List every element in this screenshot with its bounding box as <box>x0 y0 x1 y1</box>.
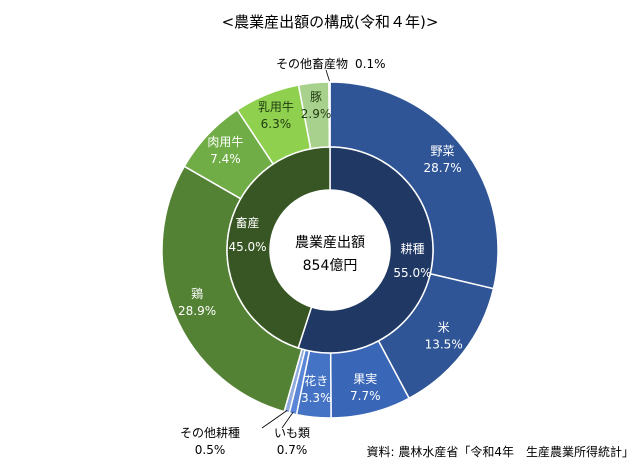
source-note: 資料: 農林水産省「令和4年 生産農業所得統計」 <box>367 444 635 459</box>
outer-label-2-value: 7.7% <box>350 389 381 403</box>
chart-title: <農業産出額の構成(令和４年)> <box>222 13 439 31</box>
outer-label-4-value: 0.7% <box>277 443 308 457</box>
outer-label-2-name: 果実 <box>353 371 377 386</box>
outer-label-7-value: 7.4% <box>210 152 241 166</box>
outer-label-9-value: 2.9% <box>301 107 332 121</box>
outer-label-0-value: 28.7% <box>423 161 461 175</box>
slice-labels: 耕種 55.0% 畜産 45.0% 野菜 28.7% 米 13.5% 果実 7.7% 花き 3.3% い… <box>178 56 463 457</box>
outer-label-8-value: 6.3% <box>261 117 292 131</box>
outer-label-5-value: 0.5% <box>195 443 226 457</box>
center-label-line2: 854億円 <box>303 258 358 274</box>
outer-label-10-value: 0.1% <box>355 57 386 71</box>
leader-lines <box>261 69 330 429</box>
leader-4 <box>281 411 294 429</box>
outer-label-6-name: 鶏 <box>191 287 203 301</box>
outer-label-9-name: 豚 <box>310 90 322 104</box>
outer-label-1-name: 米 <box>438 321 450 335</box>
inner-label-0-name: 耕種 <box>400 241 424 256</box>
outer-label-4-name: いも類 <box>274 426 310 440</box>
leader-5 <box>261 410 288 429</box>
center-label-line1: 農業産出額 <box>295 235 365 251</box>
outer-label-10-name: その他畜産物 <box>276 56 348 71</box>
outer-label-3-name: 花き <box>304 373 328 388</box>
center-hole <box>270 190 390 310</box>
outer-label-8-name: 乳用牛 <box>258 99 294 114</box>
outer-label-5-name: その他耕種 <box>180 425 240 440</box>
outer-label-3-value: 3.3% <box>301 391 332 405</box>
outer-ring <box>161 81 499 419</box>
outer-label-6-value: 28.9% <box>178 304 216 318</box>
inner-label-1-name: 畜産 <box>236 215 260 230</box>
leader-10 <box>325 69 330 82</box>
outer-label-7-name: 肉用牛 <box>207 134 243 149</box>
inner-label-0-value: 55.0% <box>393 266 431 280</box>
outer-label-0-name: 野菜 <box>431 144 455 158</box>
outer-label-1-value: 13.5% <box>425 338 463 352</box>
inner-label-1-value: 45.0% <box>228 240 266 254</box>
